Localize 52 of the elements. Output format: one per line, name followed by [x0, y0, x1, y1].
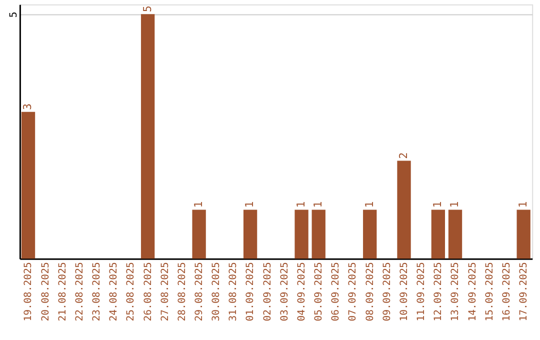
- x-tick-label: 23.08.2025: [92, 262, 103, 322]
- x-tick-label: 11.09.2025: [416, 262, 428, 322]
- bar: [294, 210, 308, 259]
- x-tick-label: 20.08.2025: [40, 262, 52, 322]
- data-label: 1: [516, 201, 530, 208]
- x-tick-label: 09.09.2025: [382, 262, 393, 322]
- x-tick-label: 15.09.2025: [484, 262, 496, 322]
- data-label: 1: [294, 201, 308, 208]
- x-tick-label: 02.09.2025: [262, 262, 274, 322]
- bar: [397, 160, 411, 259]
- x-tick-label: 27.08.2025: [160, 262, 171, 322]
- x-tick-label: 29.08.2025: [194, 262, 206, 322]
- data-label: 1: [362, 201, 376, 208]
- x-tick-label: 24.08.2025: [108, 262, 120, 322]
- x-tick-label: 31.08.2025: [228, 262, 240, 322]
- data-label: 1: [312, 201, 325, 208]
- bar: [363, 210, 377, 259]
- bar: [516, 210, 530, 259]
- x-tick-label: 19.08.2025: [23, 262, 34, 322]
- x-tick-label: 10.09.2025: [398, 262, 410, 322]
- x-tick-label: 17.09.2025: [518, 262, 530, 322]
- x-tick-label: 28.08.2025: [176, 262, 188, 322]
- x-tick-label: 30.08.2025: [211, 262, 222, 322]
- bar: [431, 210, 446, 259]
- data-label: 2: [396, 152, 410, 159]
- x-tick-label: 22.08.2025: [74, 262, 86, 322]
- x-tick-label: 13.09.2025: [450, 262, 462, 322]
- x-tick-label: 06.09.2025: [330, 262, 342, 322]
- data-label: 1: [448, 201, 462, 208]
- data-label: 3: [21, 103, 34, 110]
- x-tick-label: 01.09.2025: [245, 262, 256, 322]
- data-label: 5: [140, 6, 154, 12]
- x-tick-label: 25.08.2025: [126, 262, 137, 322]
- x-tick-label: 26.08.2025: [142, 262, 154, 322]
- data-label: 1: [431, 201, 444, 208]
- x-tick-label: 14.09.2025: [467, 262, 478, 322]
- bar: [243, 210, 258, 259]
- x-tick-label: 12.09.2025: [433, 262, 444, 322]
- bar: [312, 210, 326, 259]
- x-tick-label: 04.09.2025: [296, 262, 308, 322]
- data-label: 1: [243, 201, 256, 208]
- x-tick-label: 21.08.2025: [57, 262, 68, 322]
- bar: [140, 14, 155, 259]
- x-tick-label: 08.09.2025: [364, 262, 376, 322]
- x-tick-label: 03.09.2025: [279, 262, 290, 322]
- x-tick-label: 05.09.2025: [314, 262, 325, 322]
- bar: [21, 112, 36, 259]
- bar: [192, 210, 206, 259]
- data-label: 1: [192, 201, 206, 208]
- x-tick-label: 07.09.2025: [348, 262, 359, 322]
- bar: [448, 210, 462, 259]
- x-tick-label: 16.09.2025: [501, 262, 512, 322]
